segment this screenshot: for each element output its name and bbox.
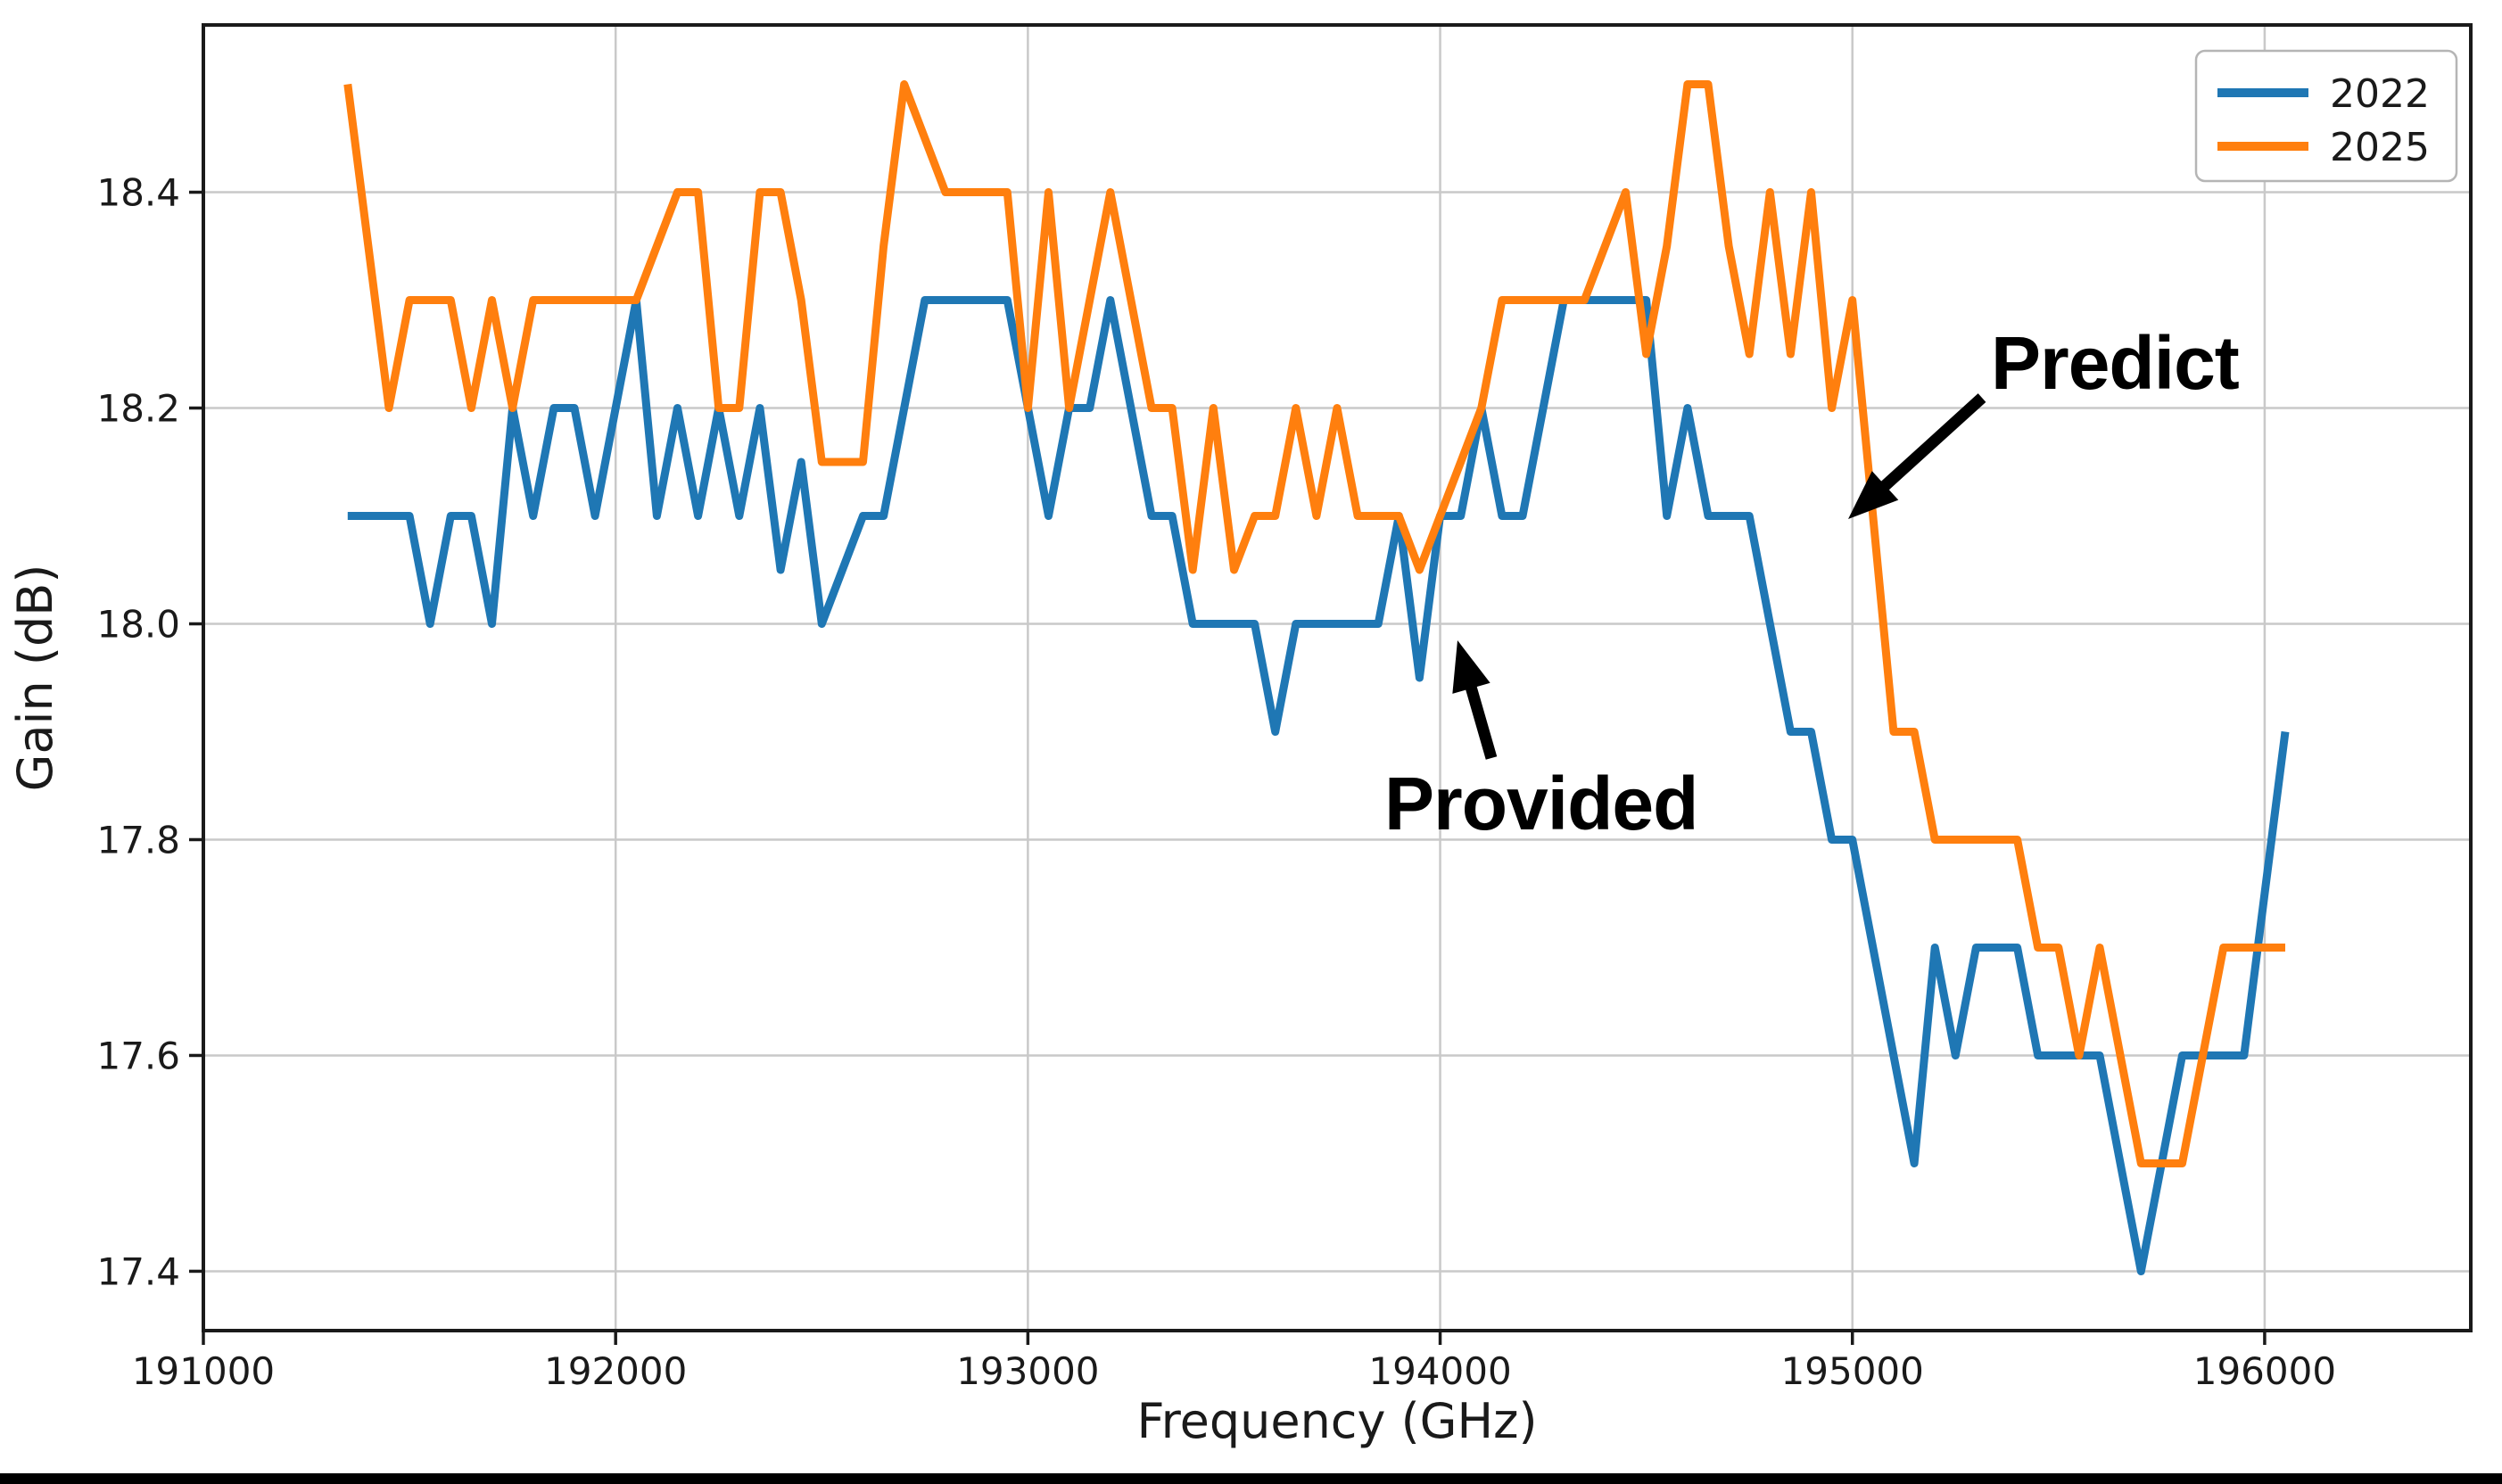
plot-border (202, 23, 2473, 1332)
data-series-lines (343, 80, 2290, 1275)
gridlines (202, 25, 2471, 1331)
legend-label-2025: 2025 (2330, 125, 2430, 170)
arrow-head (1452, 640, 1490, 694)
arrow-shaft (1877, 393, 1986, 494)
y-tick-label: 17.6 (96, 1034, 180, 1077)
x-axis-label: Frequency (GHz) (1136, 1393, 1537, 1449)
y-tick-label: 18.0 (96, 603, 180, 647)
x-tick-label: 191000 (132, 1349, 275, 1393)
annotation-provided: Provided (1384, 762, 1697, 845)
annotation-predict: Predict (1991, 321, 2239, 405)
axes-spines-and-ticks: 191000 192000 193000 194000 195000 196000 17.4… (96, 23, 2473, 1393)
x-tick-label: 193000 (956, 1349, 1099, 1393)
legend: 2022 2025 (2194, 49, 2458, 183)
y-tick-label: 17.4 (96, 1249, 180, 1293)
arrow-shaft (1464, 681, 1498, 760)
y-axis-label: Gain (dB) (7, 565, 63, 792)
arrow-head (1848, 471, 1899, 519)
y-tick-label: 18.4 (96, 171, 180, 215)
annotation-arrows (1452, 393, 1986, 760)
series-line-2022 (347, 296, 2290, 1275)
series-line-2025 (343, 80, 2285, 1167)
bottom-border-bar (0, 1473, 2502, 1484)
x-tick-label: 196000 (2193, 1349, 2336, 1393)
legend-label-2022: 2022 (2330, 71, 2430, 117)
y-tick-label: 17.8 (96, 818, 180, 862)
x-tick-label: 192000 (544, 1349, 687, 1393)
x-tick-label: 194000 (1368, 1349, 1511, 1393)
y-tick-label: 18.2 (96, 387, 180, 431)
x-tick-label: 195000 (1781, 1349, 1924, 1393)
